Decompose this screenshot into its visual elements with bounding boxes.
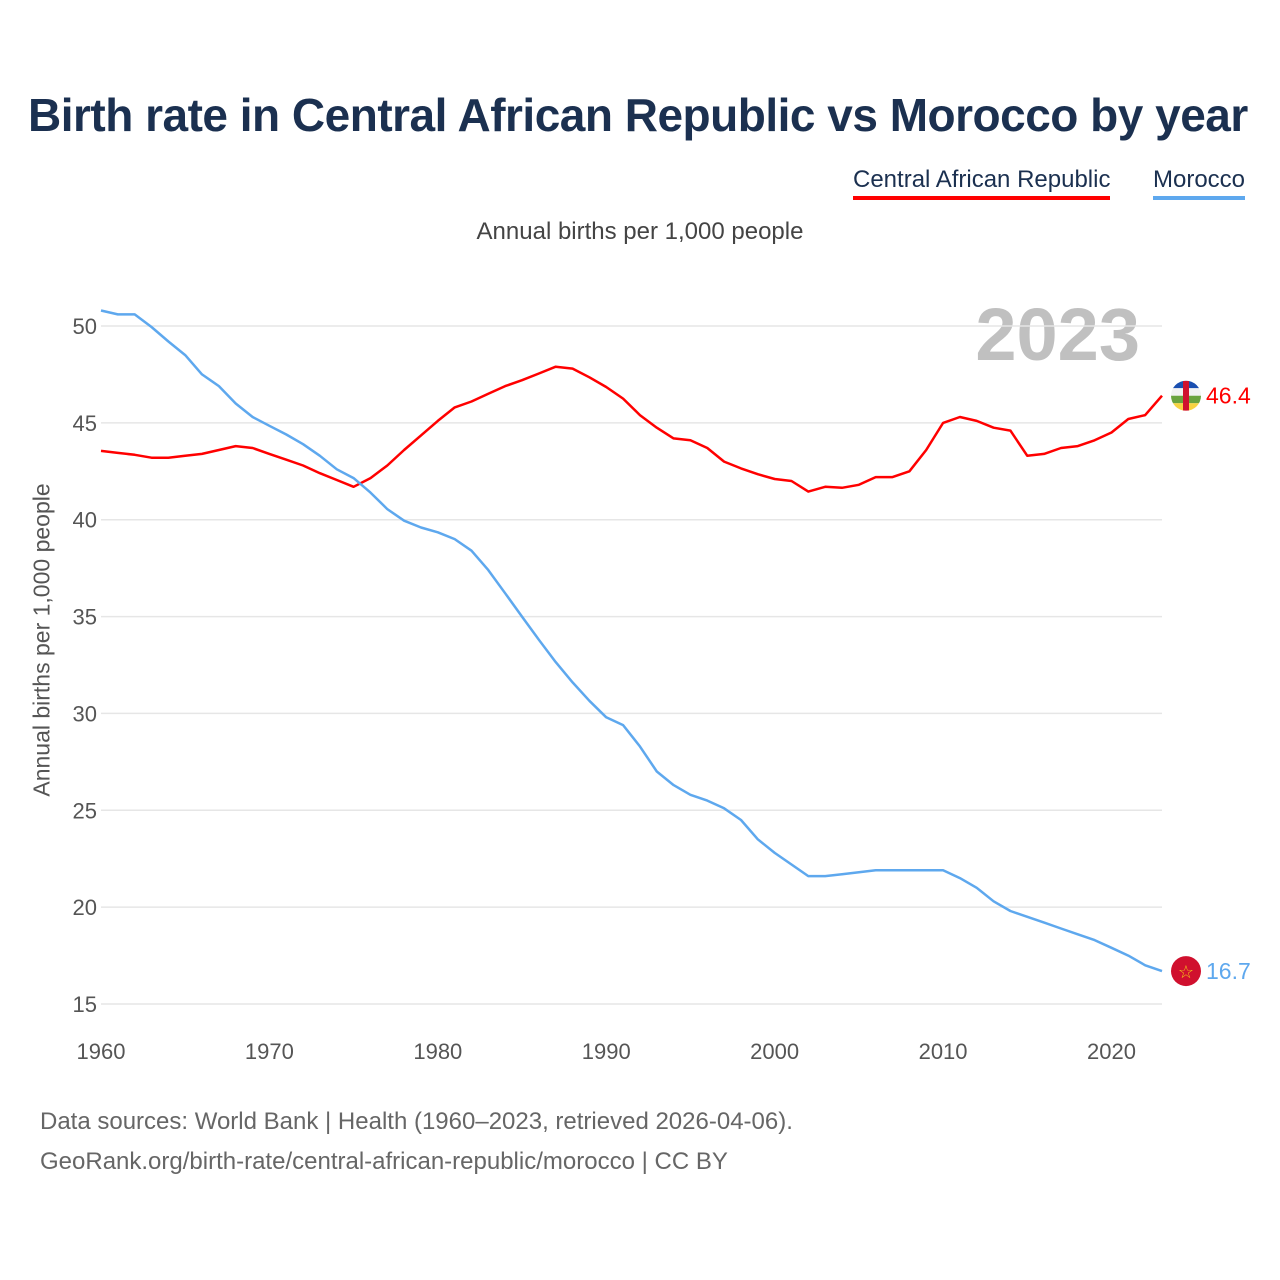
legend-item-morocco[interactable]: Morocco xyxy=(1153,166,1246,200)
y-tick-label: 45 xyxy=(73,411,97,436)
x-tick-label: 2020 xyxy=(1087,1039,1136,1064)
y-tick-label: 50 xyxy=(73,314,97,339)
y-tick-label: 25 xyxy=(73,798,97,823)
y-tick-label: 35 xyxy=(73,605,97,630)
star-icon: ☆ xyxy=(1178,962,1194,982)
x-tick-label: 1960 xyxy=(77,1039,126,1064)
year-label: 2023 xyxy=(975,293,1140,376)
footer-sources: Data sources: World Bank | Health (1960–… xyxy=(40,1108,793,1135)
flag-bg xyxy=(1171,956,1201,987)
y-tick-label: 40 xyxy=(73,508,97,533)
legend-item-central-african-republic[interactable]: Central African Republic xyxy=(853,166,1111,200)
morocco-flag-icon: ☆ xyxy=(1171,956,1201,987)
x-tick-label: 2000 xyxy=(750,1039,799,1064)
y-tick-label: 15 xyxy=(73,992,97,1017)
x-tick-label: 1990 xyxy=(582,1039,631,1064)
y-tick-label: 20 xyxy=(73,895,97,920)
x-tick-label: 1980 xyxy=(413,1039,462,1064)
chart-subtitle: Annual births per 1,000 people xyxy=(476,218,804,245)
y-tick-label: 30 xyxy=(73,701,97,726)
end-value-label: 16.7 xyxy=(1206,958,1251,984)
footer-link[interactable]: GeoRank.org/birth-rate/central-african-r… xyxy=(40,1148,728,1175)
chart-title: Birth rate in Central African Republic v… xyxy=(28,89,1248,141)
x-tick-label: 2010 xyxy=(919,1039,968,1064)
car-flag-icon xyxy=(1171,380,1201,411)
series-line-morocco xyxy=(100,309,1163,973)
end-value-label: 46.4 xyxy=(1206,383,1251,409)
series-line-central-african-republic xyxy=(100,365,1163,493)
x-tick-label: 1970 xyxy=(245,1039,294,1064)
flag-stripe xyxy=(1183,380,1189,411)
